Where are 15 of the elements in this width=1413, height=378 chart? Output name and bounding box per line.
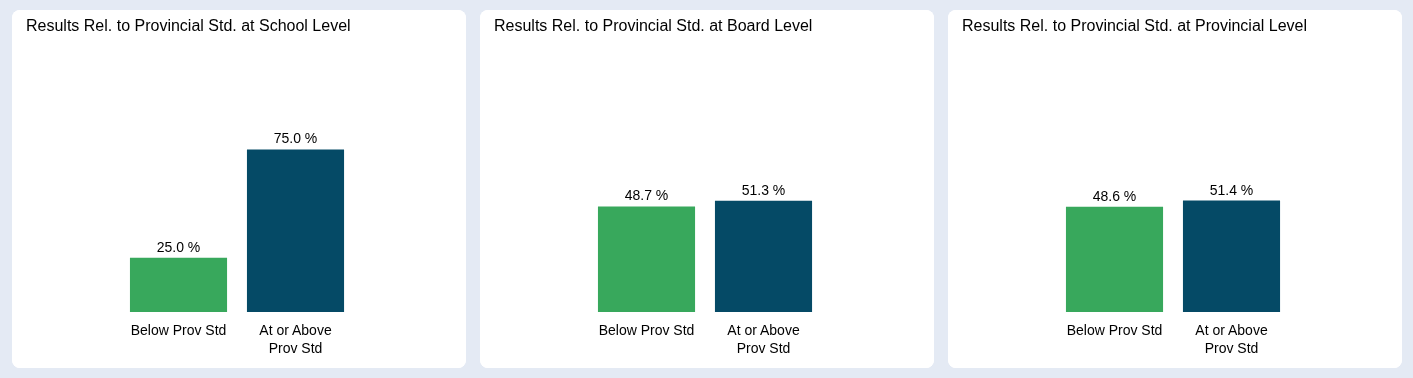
x-tick-label: Below Prov Std [598, 322, 695, 338]
data-label: 25.0 % [156, 238, 201, 255]
data-label: 75.0 % [273, 130, 318, 147]
data-label: 48.6 % [1092, 187, 1137, 204]
chart-title: Results Rel. to Provincial Std. at Provincial Level [962, 16, 1308, 34]
x-tick-label: At or Above Prov Std [259, 322, 332, 357]
x-tick-label: At or Above Prov Std [727, 322, 800, 357]
x-tick-label: At or Above Prov Std [1195, 322, 1268, 357]
x-tick-label: Below Prov Std [130, 322, 227, 338]
data-label: 48.7 % [624, 187, 669, 204]
chart-title: Results Rel. to Provincial Std. at School Level [26, 16, 351, 34]
chart-title: Results Rel. to Provincial Std. at Board Level [494, 16, 813, 34]
data-label: 51.4 % [1209, 181, 1254, 198]
data-label: 51.3 % [741, 181, 786, 198]
x-tick-label: Below Prov Std [1066, 322, 1163, 338]
